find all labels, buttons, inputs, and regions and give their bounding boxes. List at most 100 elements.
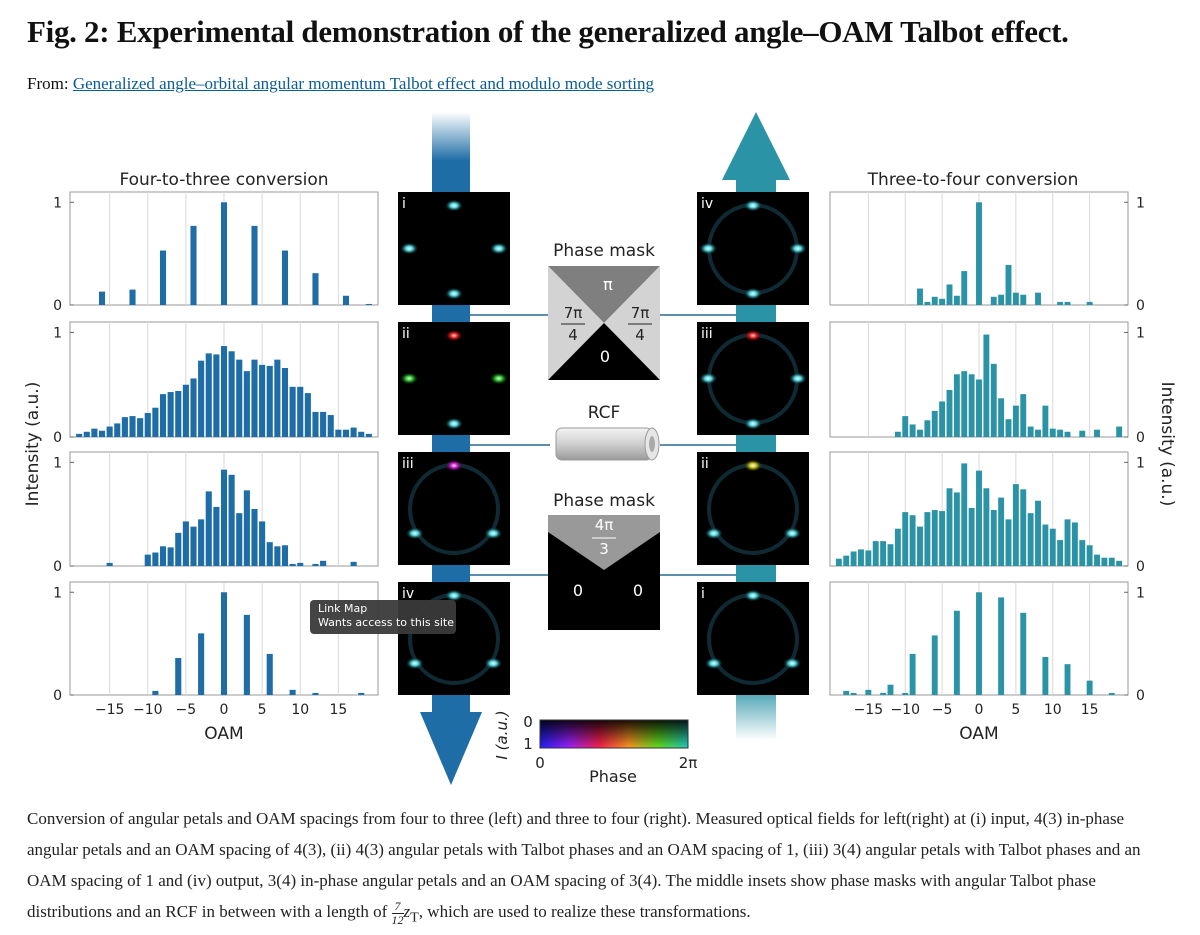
bar (205, 353, 212, 437)
bar (902, 416, 909, 437)
bar (924, 301, 931, 305)
x-tick-label: 10 (1044, 702, 1062, 718)
panel-label: iii (402, 456, 414, 472)
bar (939, 511, 946, 566)
x-tick-label: 15 (1081, 702, 1099, 718)
bar (917, 429, 923, 437)
bar (1012, 292, 1019, 305)
y-tick-label: 1 (53, 585, 62, 601)
x-tick-label: −15 (95, 702, 125, 718)
bar (320, 411, 327, 437)
bar (909, 653, 916, 695)
bar (198, 633, 205, 695)
y-tick-label: 0 (53, 298, 62, 314)
phase-mask-1 (548, 266, 660, 380)
bar (289, 689, 296, 695)
mask-label: 4π (595, 516, 614, 534)
mask-label: 0 (600, 347, 610, 366)
bar (228, 351, 235, 437)
bar (274, 359, 281, 437)
bar (152, 690, 159, 695)
bar (880, 692, 887, 695)
bar (1079, 430, 1086, 437)
caption-text: Conversion of angular petals and OAM spa… (27, 809, 1141, 921)
x-tick-label: −10 (890, 702, 920, 718)
colorbar-label: I (a.u.) (493, 710, 511, 759)
bar (1027, 513, 1034, 566)
bar (175, 391, 182, 437)
panel-label: i (402, 196, 406, 212)
bar (243, 490, 250, 566)
x-tick-label: −10 (133, 702, 163, 718)
bar (350, 561, 357, 566)
bar (251, 225, 258, 305)
tooltip-title: Link Map (318, 602, 367, 615)
bar (931, 635, 938, 695)
bar (159, 546, 167, 566)
bar (1064, 431, 1071, 437)
field-spot (445, 589, 463, 602)
bar (251, 509, 258, 566)
field-spot (744, 417, 762, 430)
bar (1064, 301, 1071, 305)
bar (281, 545, 289, 566)
bar (159, 394, 167, 437)
arrow-up-head (722, 112, 790, 180)
bar (312, 273, 319, 305)
field-spot (484, 527, 503, 540)
mask-label: 7π (564, 304, 583, 322)
bar (1071, 522, 1078, 566)
bar (976, 202, 982, 305)
bar (1108, 557, 1115, 566)
bar (953, 610, 960, 695)
mask-label: 0 (633, 581, 643, 600)
article-link[interactable]: Generalized angle–orbital angular moment… (72, 74, 655, 93)
field-spot (704, 527, 723, 540)
y-axis-title: Intensity (a.u.) (1157, 382, 1177, 507)
mask-label: 7π (631, 304, 650, 322)
bar (1035, 429, 1041, 437)
panel-label: iii (701, 326, 713, 342)
bar (924, 512, 931, 566)
x-tick-label: −5 (932, 702, 953, 718)
panel-label: iv (701, 196, 713, 212)
field-spot (744, 287, 762, 300)
field-spot (744, 329, 762, 342)
mask-label: 4 (635, 326, 645, 344)
bar (1101, 557, 1108, 566)
bar (190, 225, 197, 305)
bar (961, 463, 968, 566)
bar (281, 368, 289, 437)
bar (266, 542, 273, 566)
bar (320, 560, 327, 566)
x-tick-label: −5 (176, 702, 197, 718)
field-spot (400, 372, 419, 385)
x-tick-label: 0 (220, 702, 229, 718)
bar (998, 597, 1005, 695)
field-spot (489, 372, 508, 385)
y-tick-label: 0 (1136, 430, 1145, 446)
bar (365, 303, 372, 305)
bar (236, 513, 243, 566)
bar (350, 427, 357, 437)
bar (976, 379, 982, 437)
bar (1057, 540, 1064, 566)
field-spot (788, 242, 807, 255)
bar (220, 592, 228, 695)
bar (175, 658, 182, 695)
bar (152, 407, 159, 437)
bar (266, 365, 273, 437)
fraction-den: 12 (391, 912, 404, 927)
y-tick-label: 1 (1136, 585, 1145, 601)
bar (953, 295, 960, 305)
bar (98, 430, 106, 437)
x-tick-label: 15 (329, 702, 347, 718)
x-tick-label: 10 (291, 702, 309, 718)
field-spot (405, 657, 424, 670)
tooltip[interactable]: Link Map Wants access to this site (310, 600, 456, 634)
bar (887, 544, 894, 566)
field-spot (484, 657, 503, 670)
rcf-label: RCF (588, 403, 621, 423)
